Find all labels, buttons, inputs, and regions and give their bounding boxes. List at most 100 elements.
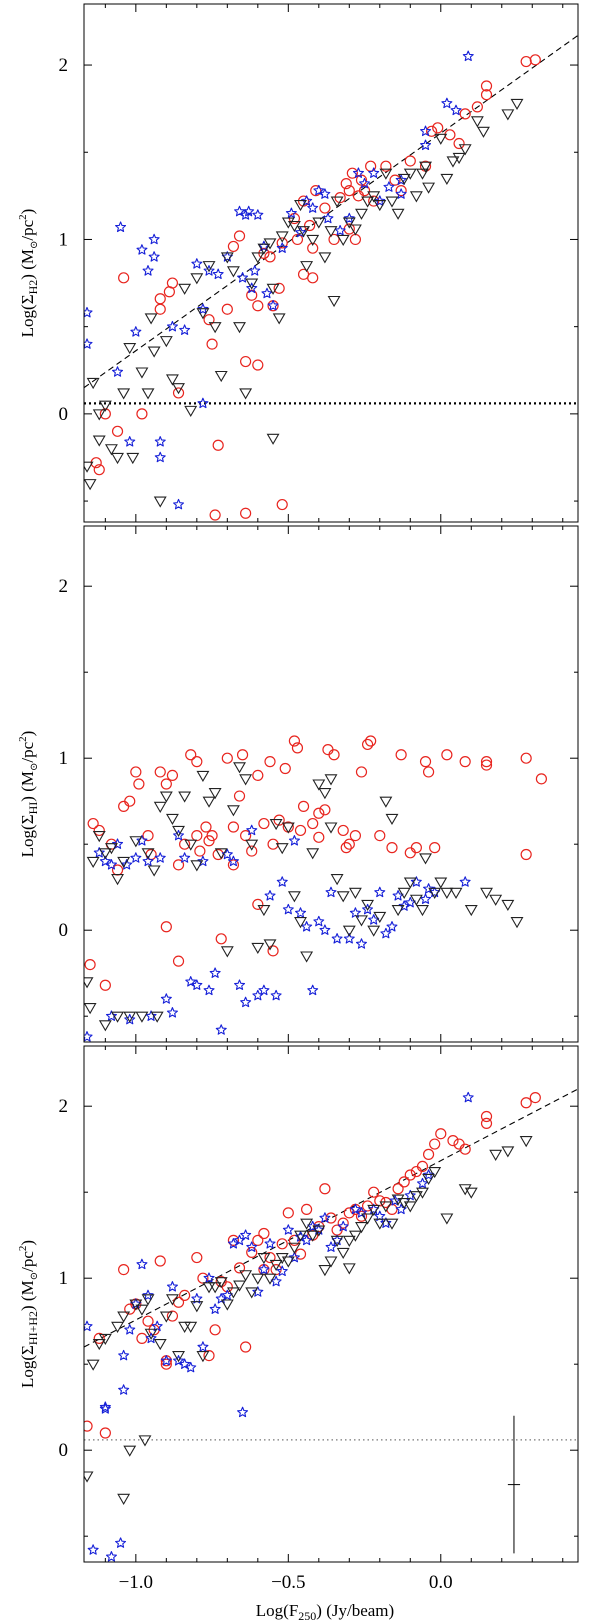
star-point (203, 1272, 215, 1283)
star-point (276, 242, 288, 253)
star-point (93, 847, 105, 858)
triangle-point (397, 173, 411, 186)
triangle-point (86, 1359, 100, 1371)
circle-point (215, 933, 227, 945)
triangle-point (257, 1253, 271, 1265)
triangle-point (111, 1011, 124, 1023)
circle-point (227, 859, 240, 871)
triangle-point (391, 208, 405, 220)
triangle-point (153, 1339, 167, 1351)
circle-point (441, 749, 453, 761)
y-label-part: ) (M (18, 1280, 37, 1311)
circle-point (310, 185, 322, 197)
star-point (99, 855, 111, 867)
triangle-point (428, 1167, 442, 1179)
triangle-point (367, 191, 381, 203)
triangle-point (117, 1493, 131, 1505)
star-point (374, 886, 386, 898)
triangle-point (318, 252, 332, 264)
circle-point (349, 829, 361, 842)
circle-point (203, 1349, 215, 1362)
star-point (249, 265, 261, 276)
triangle-point (348, 887, 362, 899)
triangle-point (214, 370, 228, 383)
triangle-point (104, 444, 118, 456)
triangle-point (342, 1263, 356, 1275)
triangle-point (434, 877, 448, 889)
triangle-point (361, 196, 375, 208)
triangle-point (342, 217, 356, 229)
circle-point (276, 498, 288, 511)
circle-point (322, 743, 334, 756)
circle-point (535, 773, 548, 785)
circle-point (166, 769, 179, 782)
triangle-point (135, 367, 149, 379)
star-point (142, 855, 154, 867)
plot-frame (83, 3, 579, 523)
circle-point (398, 1176, 410, 1188)
circle-point (282, 1207, 294, 1219)
star-point (380, 1217, 392, 1228)
circle-point (328, 233, 340, 246)
star-point (325, 1241, 337, 1252)
triangle-point (470, 116, 484, 128)
triangle-point (214, 848, 228, 860)
triangle-point (489, 1149, 503, 1161)
triangle-point (397, 1197, 411, 1210)
triangle-point (123, 343, 137, 355)
circle-point (209, 1324, 221, 1336)
star-point (349, 1203, 361, 1215)
star-point (209, 1303, 221, 1314)
circle-point (337, 824, 349, 837)
x-label-part: Log(F (256, 1601, 299, 1620)
circle-point (294, 824, 307, 837)
triangle-point (104, 843, 118, 855)
triangle-point (501, 1146, 515, 1158)
circle-point (252, 898, 264, 911)
triangle-point (342, 925, 356, 937)
star-point (84, 338, 93, 349)
star-point (288, 835, 300, 846)
star-point (243, 205, 255, 217)
circle-point (240, 355, 252, 368)
circle-point (380, 160, 392, 172)
circle-point (343, 838, 355, 850)
circle-point (343, 185, 355, 197)
y-label-subscript: HI (26, 802, 40, 815)
triangle-point (269, 1259, 283, 1272)
circle-point (252, 1234, 264, 1246)
star-point (166, 1007, 178, 1018)
star-point (191, 258, 203, 269)
triangle-point (312, 217, 326, 229)
star-point (383, 181, 395, 192)
star-point (368, 167, 380, 178)
triangle-point (452, 152, 466, 165)
star-point (209, 967, 221, 978)
x-axis: −1.0 −0.5 0.0 Log(F250) (Jy/beam) (119, 1572, 453, 1623)
circle-point (307, 272, 319, 284)
triangle-point (367, 1204, 381, 1216)
triangle-point (355, 208, 368, 220)
circle-point (422, 1148, 435, 1160)
star-point (295, 907, 307, 918)
triangle-point (330, 196, 344, 208)
circle-point (118, 800, 130, 812)
circle-point (307, 817, 319, 830)
star-point (343, 933, 355, 944)
circle-point (258, 817, 270, 830)
circle-point (252, 300, 264, 312)
star-point (185, 976, 197, 987)
circle-point (133, 778, 145, 790)
triangle-point (367, 925, 381, 937)
triangle-point (220, 946, 234, 958)
circle-point (319, 804, 331, 816)
circle-point (118, 272, 130, 284)
triangle-point (434, 133, 448, 145)
triangle-point (196, 1351, 210, 1363)
star-point (84, 1031, 93, 1042)
circle-point (520, 848, 532, 861)
circle-point (395, 749, 407, 761)
circle-point (374, 829, 386, 842)
triangle-point (281, 217, 295, 229)
